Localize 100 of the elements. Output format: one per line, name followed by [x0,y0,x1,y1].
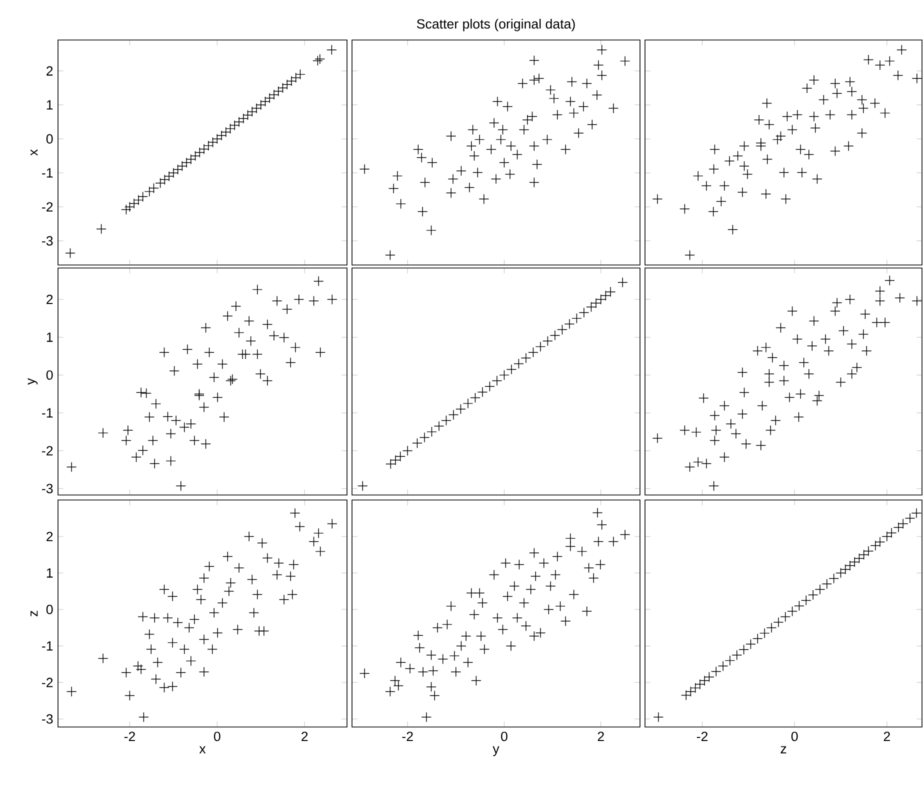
point [773,617,784,628]
point [782,111,792,122]
point [863,54,874,65]
point [844,76,856,87]
point [212,392,223,403]
point [212,134,222,144]
point [308,296,319,306]
point [832,88,842,99]
point [162,612,173,624]
point [557,324,568,335]
point [248,608,260,618]
point [849,556,860,568]
y-tick-label: 0 [46,604,53,614]
point [177,160,188,172]
point [198,402,210,412]
point [282,79,292,90]
point [148,435,158,446]
point [207,644,218,654]
point [121,435,132,446]
point [596,294,606,305]
point [230,301,242,312]
point [138,712,149,722]
point [252,284,263,295]
point [824,110,836,120]
point [149,458,160,469]
point [690,682,700,694]
point [880,108,890,118]
point [164,171,174,182]
point [186,656,196,666]
point [264,92,275,104]
point [737,187,748,198]
point [313,528,324,538]
point [710,144,720,155]
point [294,294,304,305]
y-tick-label: 0 [46,134,53,144]
point [216,130,227,141]
point [739,140,750,152]
point [150,674,162,684]
point [704,672,714,682]
point [542,336,553,346]
point [800,595,812,606]
point [787,606,798,616]
point [208,137,218,148]
y-axis-title: z [30,610,38,616]
point [246,336,256,346]
point [179,644,190,654]
point [738,644,749,655]
point [186,154,196,164]
y-tick-label: 1 [46,568,53,578]
point [208,608,220,618]
point [699,675,710,686]
point [278,82,288,94]
point [159,347,170,358]
point [186,418,196,430]
point [198,634,210,645]
point [167,591,178,602]
point [780,612,791,622]
point [179,422,190,432]
point [506,364,517,375]
point [739,160,750,172]
point [166,428,176,439]
point [222,551,233,562]
point [830,78,840,89]
y-tick-label: 2 [46,294,53,304]
point [840,564,851,574]
point [898,518,908,529]
point [470,392,480,403]
point [167,638,178,648]
chart-title: Scatter plots (original data) [416,18,575,32]
point [203,140,214,151]
point [830,146,840,156]
point [262,552,273,564]
point [166,456,176,466]
point [208,372,220,382]
point [680,690,692,700]
point [138,191,148,202]
point [684,250,695,260]
y-tick-label: 2 [46,532,53,542]
x-tick-label: 0 [501,732,508,742]
point [274,558,284,568]
x-tick-label: 2 [598,732,604,742]
point [412,438,422,448]
point [846,110,857,120]
point [448,410,459,420]
point [520,352,532,364]
point [252,589,263,600]
point [244,531,254,542]
point [121,204,132,215]
point [754,114,764,126]
point [742,169,753,180]
y-tick-label: -3 [42,714,53,724]
point [196,594,206,605]
y-tick-label: -1 [42,168,53,178]
point [760,188,772,200]
point [462,398,474,409]
point [792,110,803,120]
point [426,426,437,437]
point [124,202,135,212]
point [286,76,297,86]
point [198,572,210,584]
